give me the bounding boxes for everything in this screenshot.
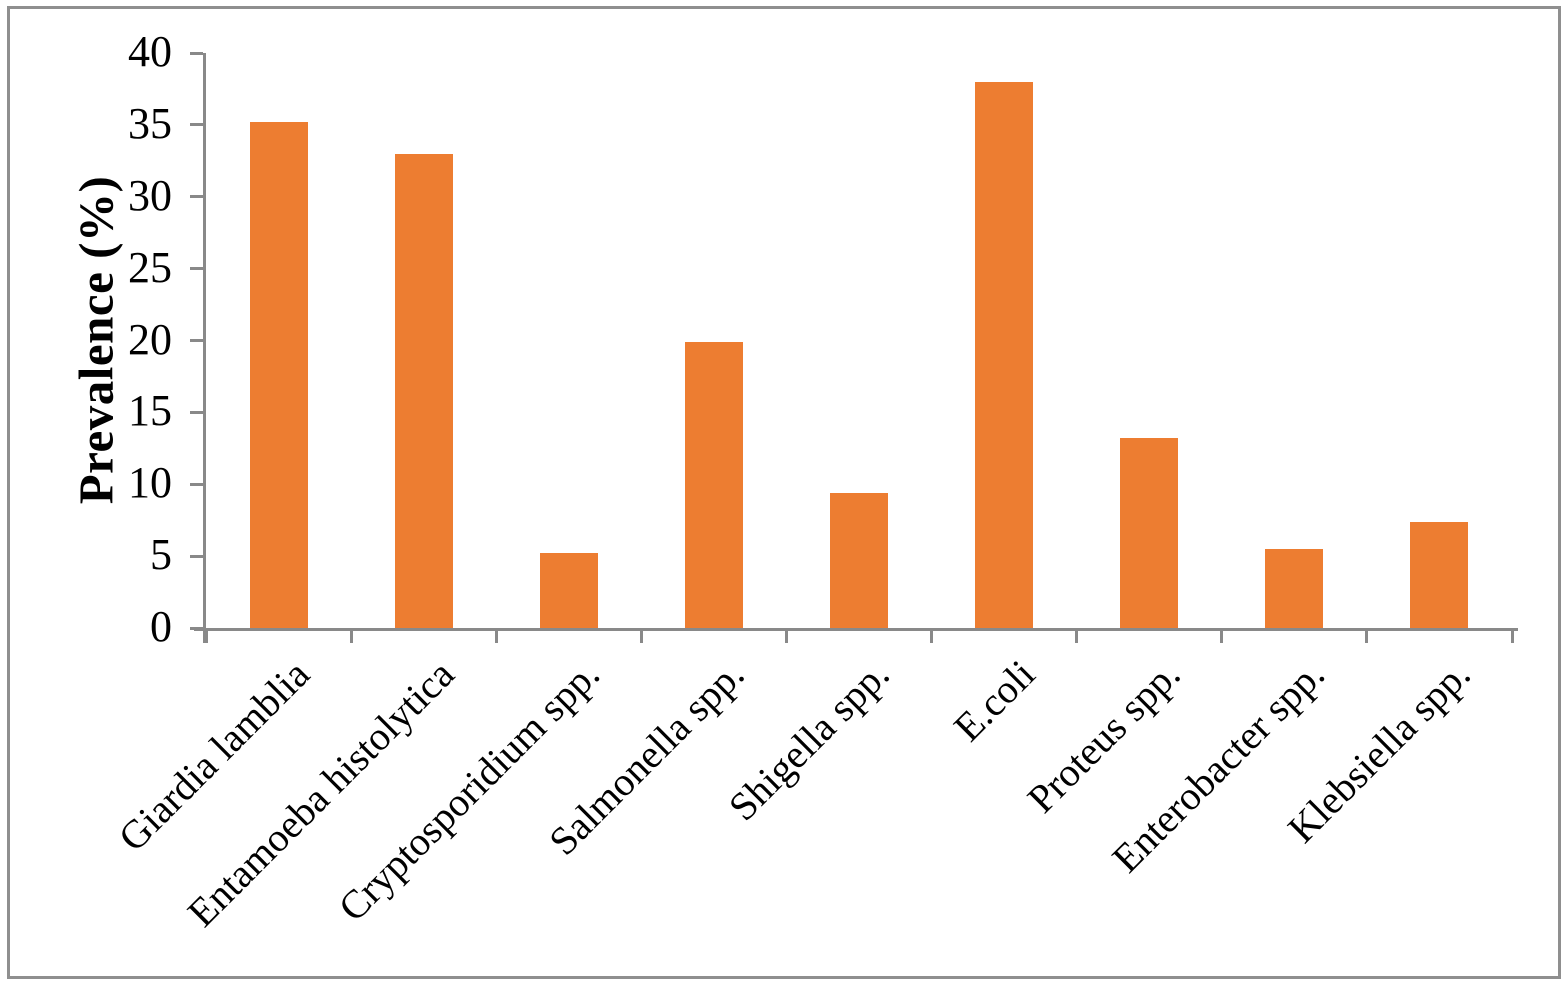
x-axis-tick [784, 631, 788, 643]
bar-salmonella-spp [684, 341, 743, 628]
y-tick-label: 15 [128, 386, 172, 436]
y-tick-label: 30 [128, 170, 172, 220]
y-axis-tick [190, 339, 203, 342]
x-tick-label-text: Cryptosporidium spp. [329, 651, 608, 930]
x-tick-label-text: E.coli [944, 651, 1044, 750]
y-axis-tick [190, 410, 203, 414]
bar-entamoeba-histolytica [394, 153, 453, 628]
bar-shigella-spp [830, 492, 888, 628]
bar-proteus-spp [1120, 438, 1179, 628]
bar-cryptosporidium-spp [539, 553, 598, 628]
x-axis-tick [1075, 631, 1079, 643]
y-axis-line [203, 53, 206, 643]
x-axis-tick [1510, 631, 1514, 643]
x-axis-tick [639, 631, 643, 643]
y-axis-tick [190, 51, 203, 55]
y-axis-tick [190, 123, 203, 127]
x-axis-tick [349, 631, 353, 643]
y-axis-tick [190, 482, 203, 486]
bar-klebsiella-spp [1410, 521, 1469, 628]
y-tick-label: 10 [128, 458, 172, 508]
y-axis-tick [190, 267, 203, 271]
figure-border [7, 6, 1561, 979]
y-axis-tick [190, 554, 203, 558]
x-axis-tick [204, 631, 208, 643]
bar-giardia-lamblia [249, 122, 308, 628]
y-tick-label: 20 [128, 314, 172, 364]
x-axis-tick [1220, 631, 1224, 643]
x-tick-label-text: Entamoeba histolytica [178, 651, 463, 936]
y-tick-label: 25 [128, 242, 172, 292]
y-tick-label: 5 [150, 530, 172, 580]
x-axis-line [194, 628, 1518, 631]
y-tick-label: 40 [128, 27, 172, 77]
y-tick-label: 35 [128, 98, 172, 148]
y-tick-label: 0 [150, 602, 172, 652]
x-axis-tick [494, 631, 498, 643]
bar-e-coli [975, 81, 1034, 628]
x-axis-tick [930, 631, 934, 643]
x-axis-tick [1365, 631, 1369, 643]
bar-enterobacter-spp [1265, 548, 1324, 628]
y-axis-tick [190, 626, 203, 630]
y-axis-tick [190, 195, 203, 199]
